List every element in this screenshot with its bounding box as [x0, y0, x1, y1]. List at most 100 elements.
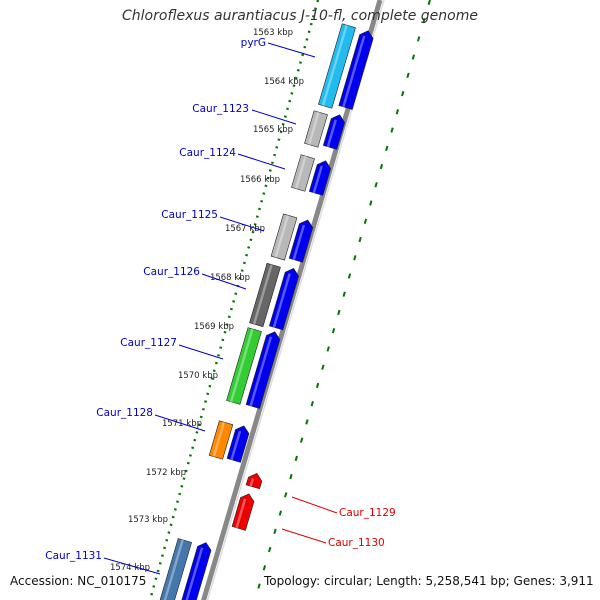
gene-leader-line [251, 109, 297, 125]
tick-label: 1565 kbp [253, 125, 293, 135]
gene-caur-1125 [270, 213, 298, 261]
cds-caur-1126-shine [272, 273, 291, 328]
cds-caur-1131 [181, 542, 212, 600]
tick-label: 1567 kbp [225, 224, 265, 234]
genes-value: 3,911 [559, 574, 594, 588]
gene-leader-line [291, 496, 338, 514]
cds-caur-1123 [322, 114, 345, 150]
gene-caur-1131-shine [163, 539, 184, 600]
cds-caur-1126 [269, 268, 299, 331]
gene-leader-line [281, 528, 327, 544]
cds-pyrG [338, 30, 374, 110]
cds-caur-1128-body [226, 425, 250, 463]
cds-caur-1127-shine [249, 336, 273, 407]
cds-caur-1123-shine [326, 119, 337, 148]
gene-leader-line [237, 153, 286, 170]
cds-caur-1131-shine [185, 547, 204, 600]
cds-caur-1124-shine [312, 165, 323, 194]
gene-caur-1125-shine [274, 214, 290, 258]
genome-summary-text: Topology: circular; Length: 5,258,541 bp… [262, 574, 596, 588]
gene-label: Caur_1126 [143, 266, 200, 278]
cds-caur-1124-body [308, 160, 331, 196]
tick-label: 1569 kbp [194, 322, 234, 332]
cds-caur-1131-body [181, 542, 212, 600]
gene-caur-1131 [159, 538, 192, 600]
gene-caur-1128-body [208, 420, 234, 460]
gene-caur-1123-shine [307, 111, 320, 146]
gene-caur-1127 [226, 327, 262, 405]
tick-label: 1573 kbp [128, 515, 168, 525]
length-value: 5,258,541 bp [425, 574, 506, 588]
genes-label: Genes: [513, 574, 556, 588]
gene-caur-1130-shine [235, 498, 247, 529]
gene-caur-1124-body [291, 154, 315, 192]
tick-label: 1572 kbp [146, 468, 186, 478]
accession-text: Accession: NC_010175 [8, 574, 149, 588]
cds-caur-1127-body [245, 331, 281, 409]
tick-label: 1566 kbp [240, 175, 280, 185]
gene-label: Caur_1128 [96, 407, 153, 419]
gene-label: Caur_1127 [120, 337, 177, 349]
gene-leader-line [103, 557, 161, 575]
tick-label: 1564 kbp [264, 77, 304, 87]
gene-label: Caur_1129 [339, 507, 396, 519]
gene-caur-1129-body [245, 473, 263, 490]
gene-caur-1128 [208, 420, 234, 460]
cds-pyrG-body [338, 30, 374, 110]
tick-label: 1570 kbp [178, 371, 218, 381]
map-title: Chloroflexus aurantiacus J-10-fl, comple… [122, 8, 478, 24]
gene-caur-1126-shine [252, 264, 273, 325]
gene-caur-1126 [249, 262, 281, 328]
tick-label: 1563 kbp [253, 28, 293, 38]
topology-value: circular [323, 574, 369, 588]
cds-caur-1125-body [288, 219, 314, 263]
gene-caur-1129-shine [249, 478, 255, 487]
cds-caur-1128-shine [230, 430, 242, 461]
cds-caur-1128 [226, 425, 250, 463]
gene-leader-line [267, 42, 316, 58]
gene-caur-1127-body [226, 327, 262, 405]
cds-caur-1123-body [322, 114, 345, 150]
gene-label: Caur_1123 [192, 103, 249, 115]
feature-layer [159, 23, 374, 600]
tick-label: 1568 kbp [210, 273, 250, 283]
gene-caur-1124-shine [294, 155, 307, 190]
gene-caur-1124 [291, 154, 315, 192]
gene-label: Caur_1125 [161, 209, 218, 221]
gene-caur-1130-body [231, 493, 255, 531]
gene-caur-1128-shine [212, 421, 226, 457]
gene-caur-1127-shine [229, 328, 254, 403]
gene-caur-1131-body [159, 538, 192, 600]
gene-label: pyrG [241, 37, 266, 49]
gene-leader-line [201, 273, 247, 290]
gene-label: Caur_1124 [179, 147, 236, 159]
tick-label: 1574 kbp [110, 563, 150, 573]
gene-pyrG-shine [321, 24, 348, 106]
gene-leader-line [178, 344, 224, 360]
gene-leader-line [219, 216, 265, 232]
gene-label: Caur_1130 [328, 537, 385, 549]
gene-pyrG-body [318, 23, 356, 109]
cds-caur-1127 [245, 331, 281, 409]
topology-label: Topology: [264, 574, 321, 588]
gene-label: Caur_1131 [45, 550, 102, 562]
gene-caur-1123-body [304, 110, 328, 148]
gene-pyrG [318, 23, 356, 109]
accession-label: Accession: [10, 574, 74, 588]
gene-caur-1123 [304, 110, 328, 148]
gene-caur-1130 [231, 493, 255, 531]
label-layer: pyrG Caur_1123 Caur_1124 Caur_1125 Caur_1126… [45, 37, 396, 575]
gene-caur-1125-body [270, 213, 298, 261]
cds-caur-1126-body [269, 268, 299, 331]
gene-caur-1126-body [249, 262, 281, 328]
accession-value: NC_010175 [77, 574, 147, 588]
length-label: Length: [376, 574, 422, 588]
cds-pyrG-shine [342, 35, 366, 108]
cds-caur-1124 [308, 160, 331, 196]
gene-leader-line [154, 414, 206, 432]
gene-caur-1129 [245, 473, 263, 490]
tick-layer: 1563 kbp 1564 kbp 1565 kbp 1566 kbp 1567 kbp… [110, 28, 304, 573]
cds-caur-1125 [288, 219, 314, 263]
